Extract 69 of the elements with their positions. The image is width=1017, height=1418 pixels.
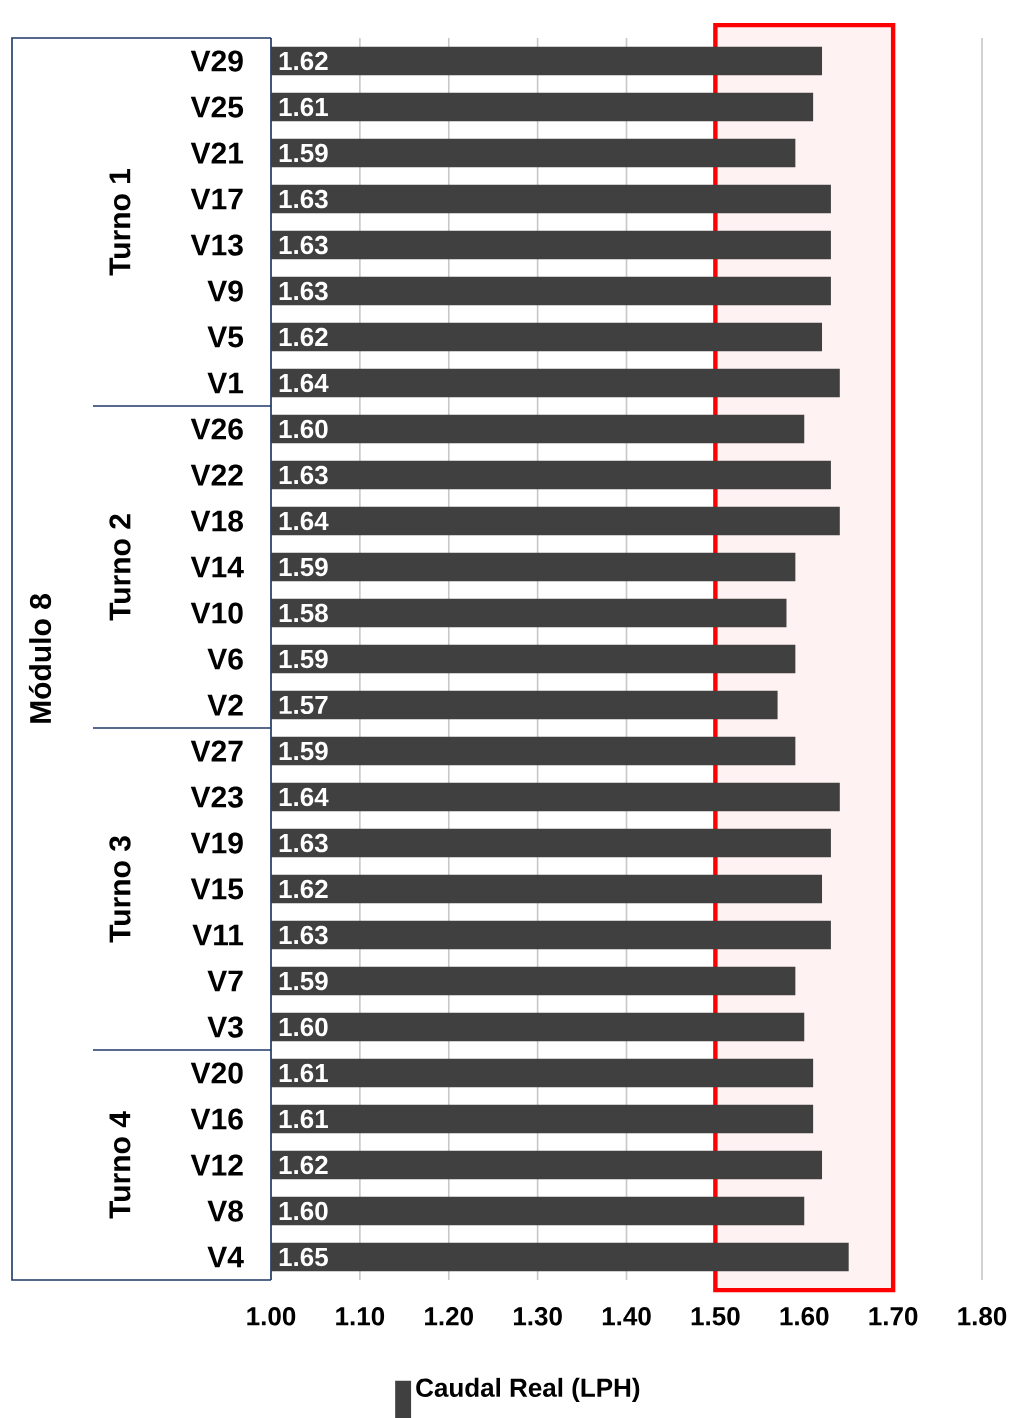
- data-label: 1.64: [279, 787, 329, 807]
- text: Turno 2: [109, 514, 131, 621]
- data-label: 1.62: [279, 879, 328, 899]
- x-tick-label: 1.40: [602, 1307, 651, 1326]
- data-label: 1.60: [279, 1201, 328, 1221]
- y-tick-label: V22: [190, 464, 243, 486]
- y-tick-label: V19: [190, 832, 243, 854]
- x-tick-label: 1.30: [513, 1307, 562, 1326]
- data-label: 1.59: [279, 741, 328, 761]
- data-label: 1.64: [279, 373, 329, 393]
- data-label: 1.63: [279, 925, 328, 945]
- y-tick-label: V20: [190, 1062, 243, 1084]
- y-tick-label: V15: [190, 878, 244, 900]
- text: Turno 3: [109, 836, 131, 943]
- y-tick-label: V16: [190, 1108, 243, 1130]
- text: Módulo 8: [28, 594, 52, 723]
- y-tick-label: V23: [190, 786, 243, 808]
- x-tick-label: 1.10: [336, 1307, 385, 1326]
- y-tick-label: V6: [207, 648, 243, 670]
- y-tick-label: V27: [190, 740, 243, 762]
- y-tick-label: V21: [190, 142, 244, 164]
- y-tick-label: V11: [192, 924, 244, 946]
- data-label: 1.63: [279, 235, 328, 255]
- y-tick-label: V14: [190, 556, 244, 578]
- y-tick-label: V8: [207, 1200, 243, 1222]
- data-label: 1.65: [279, 1247, 328, 1267]
- data-label: 1.63: [279, 281, 328, 301]
- data-label: 1.57: [279, 695, 328, 715]
- y-tick-label: V1: [207, 372, 244, 394]
- data-label: 1.58: [279, 603, 328, 623]
- x-tick-label: 1.00: [247, 1307, 296, 1326]
- x-tick-label: 1.20: [425, 1307, 473, 1326]
- y-tick-label: V5: [207, 326, 244, 348]
- y-tick-label: V2: [207, 694, 243, 716]
- y-tick-label: V18: [190, 510, 243, 532]
- data-label: 1.61: [279, 1109, 328, 1129]
- data-label: 1.61: [279, 97, 328, 117]
- text: Turno 4: [109, 1111, 131, 1219]
- data-label: 1.59: [279, 649, 328, 669]
- y-tick-label: V29: [190, 50, 243, 72]
- data-label: 1.60: [279, 419, 328, 439]
- data-label: 1.62: [279, 51, 328, 71]
- x-tick-label: 1.50: [691, 1307, 740, 1326]
- y-tick-label: V7: [207, 970, 243, 992]
- y-tick-label: V10: [190, 602, 243, 624]
- data-label: 1.60: [279, 1017, 328, 1037]
- data-label: 1.62: [279, 327, 328, 347]
- y-tick-label: V3: [207, 1016, 243, 1038]
- data-label: 1.59: [279, 143, 328, 163]
- y-tick-label: V26: [190, 418, 243, 440]
- y-tick-label: V17: [190, 188, 243, 210]
- data-label: 1.63: [279, 189, 328, 209]
- y-tick-label: V9: [207, 280, 243, 302]
- data-label: 1.62: [279, 1155, 328, 1175]
- data-label: 1.63: [279, 833, 328, 853]
- y-tick-label: V4: [207, 1246, 244, 1268]
- y-tick-label: V12: [190, 1154, 243, 1176]
- data-label: 1.64: [279, 511, 329, 531]
- data-label: 1.63: [279, 465, 328, 485]
- y-tick-label: V25: [190, 96, 244, 118]
- y-tick-label: V13: [190, 234, 243, 256]
- text: Caudal Real (LPH): [416, 1377, 640, 1403]
- data-label: 1.61: [279, 1063, 328, 1083]
- x-tick-label: 1.60: [780, 1307, 829, 1326]
- data-label: 1.59: [279, 971, 328, 991]
- data-label: 1.59: [279, 557, 328, 577]
- x-tick-label: 1.70: [869, 1307, 918, 1326]
- text: Turno 1: [109, 168, 131, 276]
- x-tick-label: 1.80: [958, 1307, 1007, 1326]
